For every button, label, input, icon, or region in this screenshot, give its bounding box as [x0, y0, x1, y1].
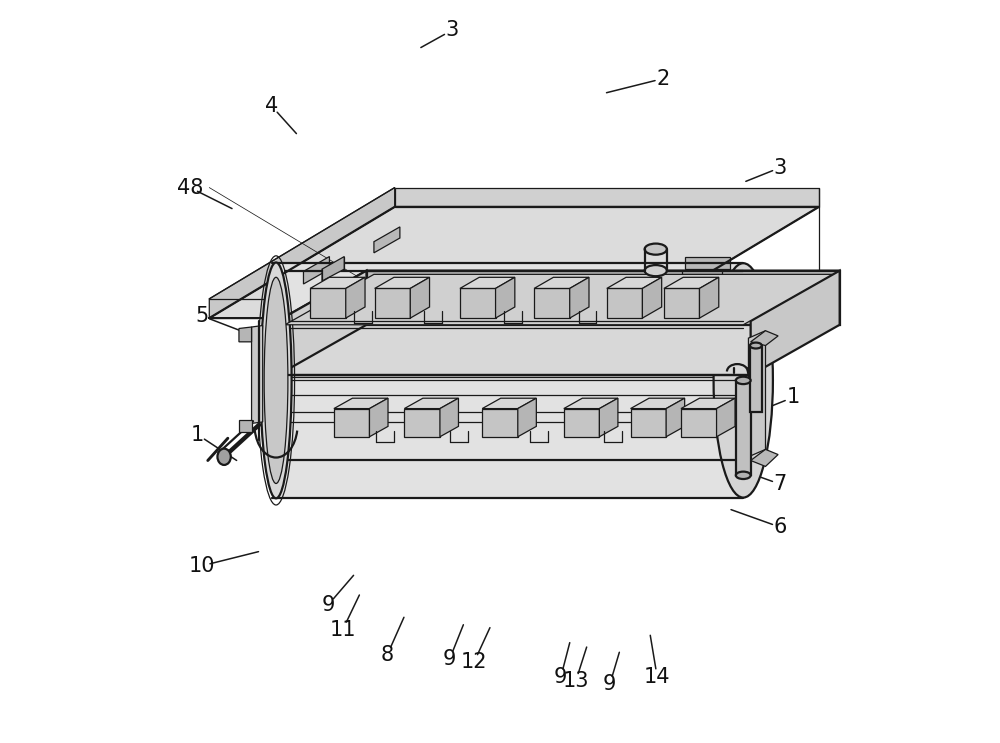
Polygon shape	[607, 288, 642, 318]
Polygon shape	[404, 409, 440, 437]
Polygon shape	[748, 331, 765, 457]
Text: 3: 3	[774, 158, 787, 178]
Polygon shape	[599, 398, 618, 437]
Polygon shape	[291, 349, 742, 377]
Polygon shape	[375, 288, 410, 318]
Polygon shape	[482, 409, 518, 437]
Polygon shape	[410, 277, 430, 318]
Text: 9: 9	[321, 595, 335, 615]
Polygon shape	[278, 270, 840, 321]
Polygon shape	[642, 277, 662, 318]
Polygon shape	[252, 325, 263, 424]
Text: 14: 14	[644, 667, 670, 687]
Polygon shape	[564, 409, 599, 437]
Polygon shape	[496, 277, 515, 318]
Polygon shape	[404, 398, 458, 409]
Polygon shape	[272, 263, 743, 498]
Polygon shape	[751, 270, 840, 375]
Polygon shape	[278, 321, 751, 375]
Polygon shape	[303, 256, 329, 284]
Text: 10: 10	[189, 556, 215, 576]
Text: 9: 9	[443, 649, 456, 669]
Text: 9: 9	[603, 675, 616, 695]
Polygon shape	[717, 398, 735, 437]
Polygon shape	[395, 187, 819, 207]
Polygon shape	[664, 277, 719, 288]
Text: 8: 8	[381, 645, 394, 665]
Polygon shape	[631, 409, 666, 437]
Ellipse shape	[645, 265, 667, 276]
Polygon shape	[310, 277, 365, 288]
Ellipse shape	[260, 262, 292, 499]
Polygon shape	[564, 398, 618, 409]
Text: 4: 4	[265, 96, 278, 116]
Polygon shape	[681, 398, 735, 409]
Polygon shape	[570, 277, 589, 318]
Polygon shape	[285, 274, 832, 325]
Polygon shape	[209, 207, 819, 318]
Polygon shape	[310, 288, 346, 318]
Ellipse shape	[714, 263, 773, 498]
Polygon shape	[682, 271, 722, 284]
Text: 9: 9	[554, 667, 567, 687]
Ellipse shape	[217, 449, 231, 465]
Polygon shape	[334, 398, 388, 409]
Polygon shape	[736, 380, 751, 476]
Polygon shape	[607, 277, 662, 288]
Polygon shape	[751, 331, 778, 345]
Ellipse shape	[750, 343, 762, 348]
Polygon shape	[209, 187, 395, 318]
Polygon shape	[374, 227, 400, 253]
Polygon shape	[460, 288, 496, 318]
Polygon shape	[346, 277, 365, 318]
Text: 3: 3	[445, 20, 458, 40]
Text: 7: 7	[774, 474, 787, 494]
Text: 11: 11	[330, 620, 356, 640]
Ellipse shape	[645, 244, 667, 255]
Polygon shape	[666, 398, 685, 437]
Text: 1: 1	[786, 387, 800, 407]
Polygon shape	[460, 277, 515, 288]
Polygon shape	[518, 398, 536, 437]
Polygon shape	[440, 398, 458, 437]
Polygon shape	[685, 256, 730, 269]
Polygon shape	[239, 420, 252, 432]
Text: 48: 48	[177, 178, 203, 198]
Ellipse shape	[736, 472, 751, 479]
Polygon shape	[322, 256, 344, 281]
Polygon shape	[278, 270, 367, 375]
Polygon shape	[482, 398, 536, 409]
Polygon shape	[750, 345, 762, 412]
Polygon shape	[239, 327, 252, 342]
Polygon shape	[681, 409, 717, 437]
Text: 13: 13	[562, 672, 589, 692]
Text: 2: 2	[657, 68, 670, 88]
Text: 6: 6	[774, 517, 787, 537]
Polygon shape	[631, 398, 685, 409]
Ellipse shape	[264, 277, 288, 484]
Polygon shape	[699, 277, 719, 318]
Polygon shape	[534, 277, 589, 288]
Polygon shape	[334, 409, 369, 437]
Ellipse shape	[736, 377, 751, 384]
Polygon shape	[369, 398, 388, 437]
Polygon shape	[751, 450, 778, 467]
Polygon shape	[664, 288, 699, 318]
Polygon shape	[375, 277, 430, 288]
Text: 5: 5	[195, 306, 208, 326]
Polygon shape	[367, 270, 840, 325]
Text: 1: 1	[191, 424, 204, 444]
Polygon shape	[534, 288, 570, 318]
Text: 12: 12	[461, 652, 487, 672]
